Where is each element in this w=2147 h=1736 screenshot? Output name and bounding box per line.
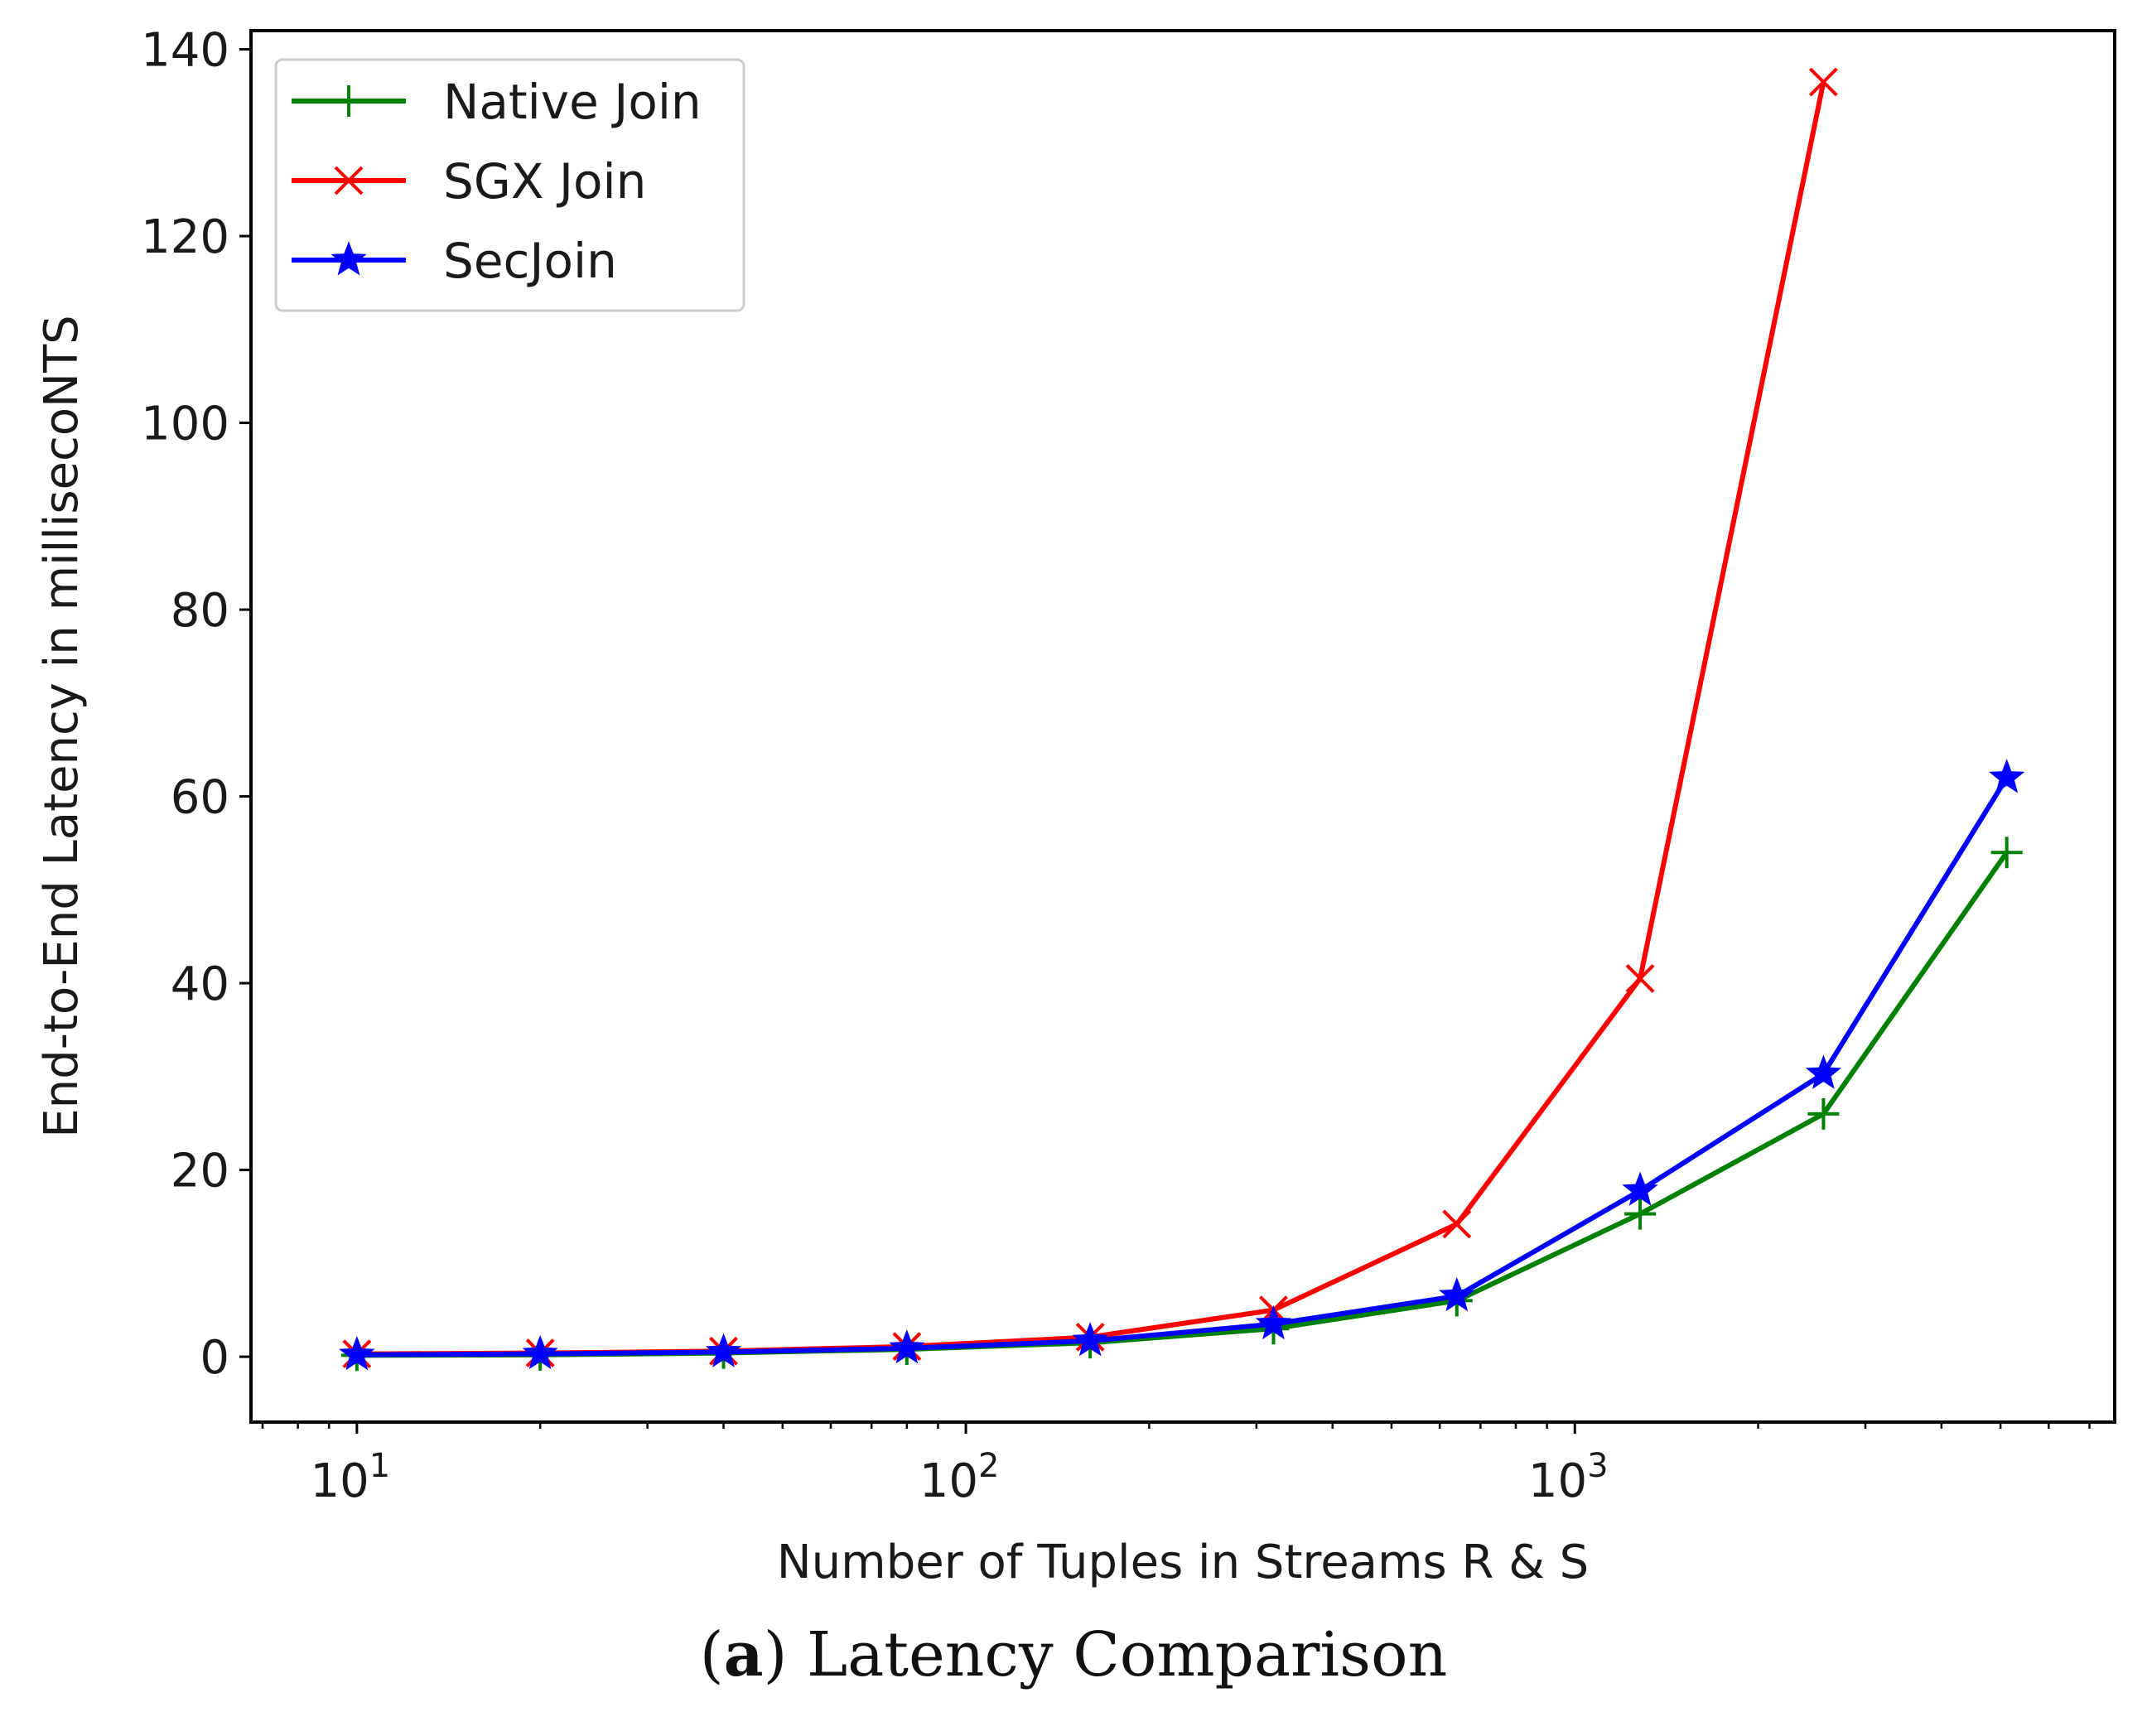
y-tick-label: 0 [200, 1331, 229, 1385]
data-point-secjoin [889, 1329, 925, 1364]
data-point-secjoin [1805, 1054, 1842, 1089]
data-point-native-join [1624, 1198, 1657, 1230]
x-tick-label: 101 [311, 1447, 391, 1508]
chart: 0 20 40 60 80 100 120 140 101 102 103 Number of T… [35, 24, 2116, 1589]
legend-marker [333, 85, 364, 117]
data-point-sgx-join [1808, 67, 1838, 97]
data-point-sgx-join [1625, 964, 1655, 993]
data-point-secjoin [522, 1334, 558, 1370]
data-point-native-join [1990, 837, 2023, 869]
data-point-secjoin [1439, 1276, 1475, 1312]
y-tick-label: 40 [171, 957, 229, 1011]
x-tick-label: 103 [1528, 1447, 1609, 1508]
data-point-secjoin [1622, 1171, 1658, 1206]
legend-label: SGX Join [443, 153, 646, 210]
y-axis-ticks: 0 20 40 60 80 100 120 140 [141, 24, 251, 1385]
data-point-secjoin [1255, 1304, 1292, 1340]
data-point-native-join [1807, 1097, 1840, 1130]
x-tick-label: 102 [919, 1447, 1000, 1508]
y-tick-label: 80 [171, 584, 229, 638]
data-point-sgx-join [1442, 1209, 1472, 1239]
caption-text: Latency Comparison [806, 1619, 1448, 1690]
legend-item-secjoin: SecJoin [292, 233, 617, 289]
figure-caption: (a) Latency Comparison [699, 1619, 1448, 1690]
y-tick-label: 20 [171, 1145, 229, 1198]
y-tick-label: 100 [141, 398, 229, 451]
legend-label: Native Join [443, 74, 702, 130]
y-tick-label: 60 [171, 771, 229, 825]
series-secjoin [339, 759, 2025, 1371]
legend-label: SecJoin [443, 233, 617, 289]
data-point-secjoin [1072, 1322, 1108, 1357]
legend-item-sgx-join: SGX Join [292, 153, 646, 210]
y-axis-label: End-to-End Latency in millisecoNTS [35, 315, 89, 1137]
x-axis-label: Number of Tuples in Streams R & S [777, 1536, 1589, 1589]
y-tick-label: 140 [141, 24, 229, 78]
data-point-secjoin [339, 1335, 375, 1371]
legend-marker [334, 166, 364, 195]
caption-label: a [723, 1619, 764, 1690]
series-layer [339, 67, 2025, 1372]
legend-marker [330, 241, 367, 276]
legend-box [274, 58, 745, 312]
legend-item-native-join: Native Join [292, 74, 702, 130]
series-line-secjoin [356, 776, 2009, 1357]
data-point-secjoin [705, 1333, 742, 1367]
legend: Native Join SGX Join SecJoin [274, 58, 745, 312]
y-tick-label: 120 [141, 210, 229, 264]
data-point-secjoin [1989, 759, 2025, 793]
x-axis-ticks: 101 102 103 [261, 1422, 2091, 1508]
